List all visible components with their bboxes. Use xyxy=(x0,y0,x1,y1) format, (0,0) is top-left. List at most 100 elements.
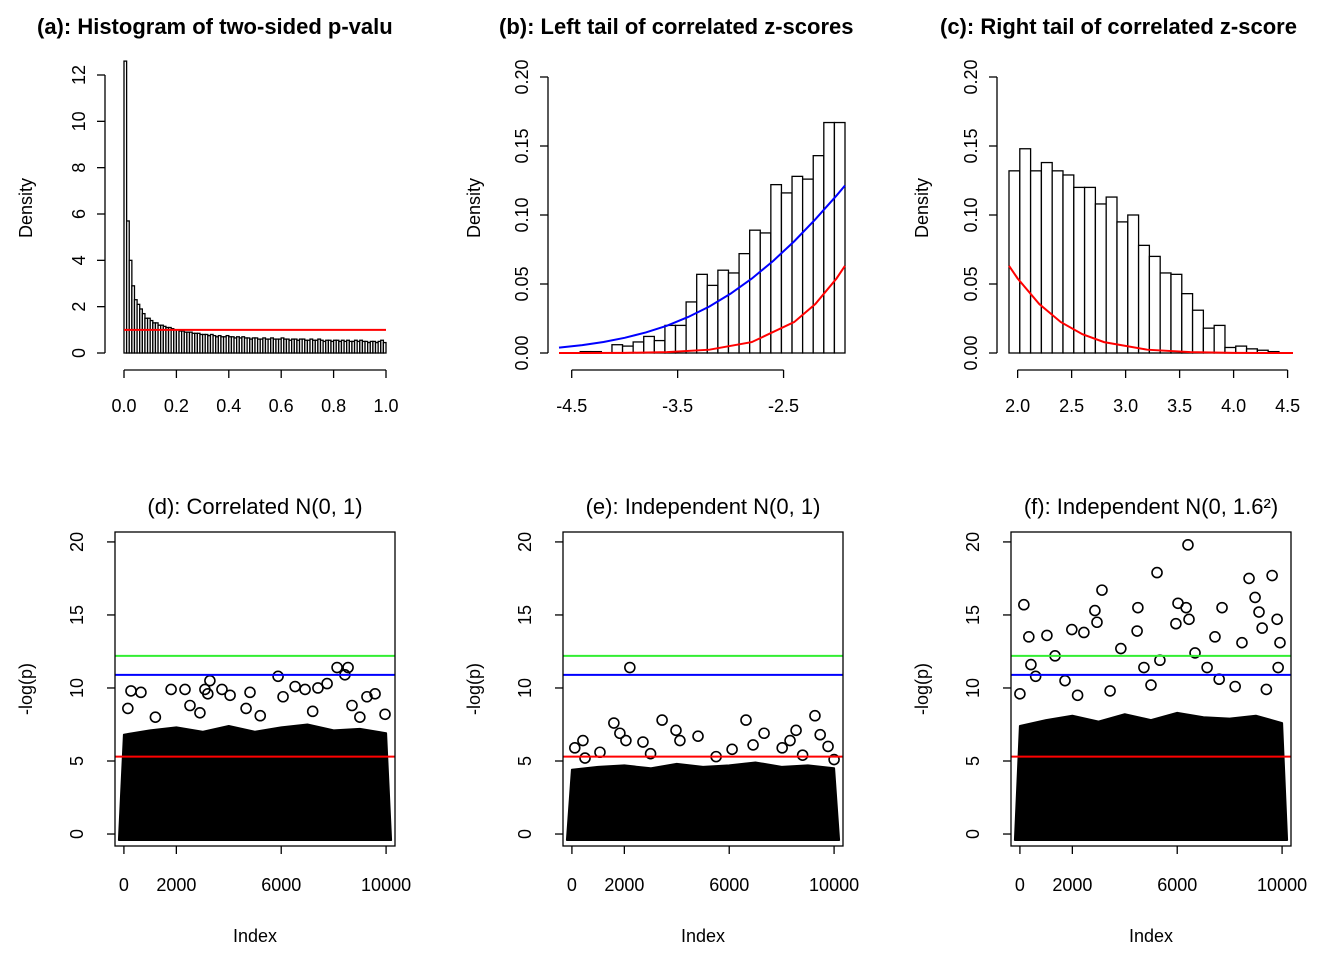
point xyxy=(758,727,770,740)
y-tick-label: 0 xyxy=(515,829,535,839)
y-tick-label: 5 xyxy=(67,756,87,766)
point xyxy=(184,699,196,712)
bar xyxy=(823,121,836,354)
point xyxy=(1229,680,1241,693)
x-tick-label: -4.5 xyxy=(556,396,587,416)
x-tick-label: 0.2 xyxy=(164,396,189,416)
point xyxy=(312,682,324,694)
y-tick-label: 0.15 xyxy=(961,128,981,163)
x-tick-label: 0 xyxy=(567,875,577,895)
y-tick-label: 5 xyxy=(515,756,535,766)
point xyxy=(814,728,826,741)
y-axis-label: -log(p) xyxy=(16,663,36,715)
y-tick-label: 8 xyxy=(69,163,89,173)
y-tick-label: 0 xyxy=(69,348,89,358)
point xyxy=(1066,623,1078,636)
x-tick-label: 6000 xyxy=(1157,875,1197,895)
point xyxy=(125,685,137,697)
point xyxy=(577,734,589,747)
point xyxy=(1272,661,1284,674)
bar xyxy=(1191,309,1205,354)
point xyxy=(674,734,686,747)
point xyxy=(1023,631,1035,643)
point xyxy=(644,747,657,760)
point xyxy=(1170,617,1182,630)
point xyxy=(1256,622,1268,634)
y-tick-label: 0.10 xyxy=(512,197,532,232)
point xyxy=(1089,604,1101,617)
y-tick-label: 15 xyxy=(67,605,87,625)
point xyxy=(796,749,809,761)
x-tick-label: 0.0 xyxy=(111,396,136,416)
point xyxy=(579,752,591,764)
bar xyxy=(643,335,655,354)
bar xyxy=(1202,327,1215,354)
point xyxy=(1029,670,1042,683)
y-tick-label: 0.05 xyxy=(512,266,532,301)
bar xyxy=(696,273,708,354)
y-axis-label: -log(p) xyxy=(464,663,484,715)
point xyxy=(1183,613,1195,626)
y-tick-label: 10 xyxy=(963,678,983,698)
x-tick-label: 10000 xyxy=(1257,875,1307,895)
point xyxy=(254,709,267,722)
bar xyxy=(791,175,804,354)
chart-title: (f): Independent N(0, 1.6²) xyxy=(1024,494,1278,519)
x-tick-label: 2000 xyxy=(604,875,644,895)
bar xyxy=(833,121,846,354)
point xyxy=(1078,626,1090,639)
y-tick-label: 4 xyxy=(69,255,89,265)
y-tick-label: 6 xyxy=(69,209,89,219)
x-tick-label: 0.6 xyxy=(269,396,294,416)
point xyxy=(1253,606,1265,618)
point xyxy=(369,688,381,700)
point xyxy=(1189,647,1201,659)
bar xyxy=(1029,170,1043,354)
x-tick-label: 2.0 xyxy=(1005,396,1030,416)
density-curve xyxy=(559,265,846,354)
x-tick-label: 2000 xyxy=(156,875,196,895)
bar xyxy=(706,284,719,354)
y-tick-label: 10 xyxy=(69,111,89,131)
y-axis-label: Density xyxy=(16,178,36,238)
bar xyxy=(1083,186,1097,354)
point-cloud xyxy=(117,723,393,842)
point xyxy=(726,743,738,756)
point xyxy=(306,705,319,718)
y-tick-label: 10 xyxy=(515,678,535,698)
point xyxy=(790,724,802,737)
point xyxy=(1091,616,1103,629)
point xyxy=(216,683,228,696)
bar xyxy=(717,269,730,354)
bar xyxy=(1051,170,1064,354)
point xyxy=(1025,658,1037,671)
point xyxy=(624,661,636,674)
y-tick-label: 0.00 xyxy=(512,335,532,370)
x-tick-label: 4.5 xyxy=(1275,396,1300,416)
chart-title: (d): Correlated N(0, 1) xyxy=(147,494,362,519)
y-tick-label: 20 xyxy=(67,532,87,552)
bar xyxy=(685,301,698,354)
point xyxy=(299,683,311,696)
point xyxy=(272,670,284,683)
point-cloud xyxy=(565,761,841,842)
point xyxy=(224,689,236,702)
y-tick-label: 12 xyxy=(69,65,89,85)
bar xyxy=(812,155,825,354)
bar xyxy=(664,324,677,354)
point xyxy=(620,734,632,747)
point xyxy=(1216,601,1228,614)
point xyxy=(346,699,358,712)
bar xyxy=(1137,244,1151,354)
x-tick-label: 10000 xyxy=(361,875,411,895)
bar xyxy=(801,178,814,354)
point xyxy=(1201,661,1213,674)
bar xyxy=(1040,161,1053,354)
y-tick-label: 0.10 xyxy=(961,197,981,232)
chart-title: (e): Independent N(0, 1) xyxy=(586,494,821,519)
y-tick-label: 0.15 xyxy=(512,128,532,163)
point xyxy=(321,677,333,690)
point xyxy=(1132,601,1144,614)
point xyxy=(670,724,682,737)
